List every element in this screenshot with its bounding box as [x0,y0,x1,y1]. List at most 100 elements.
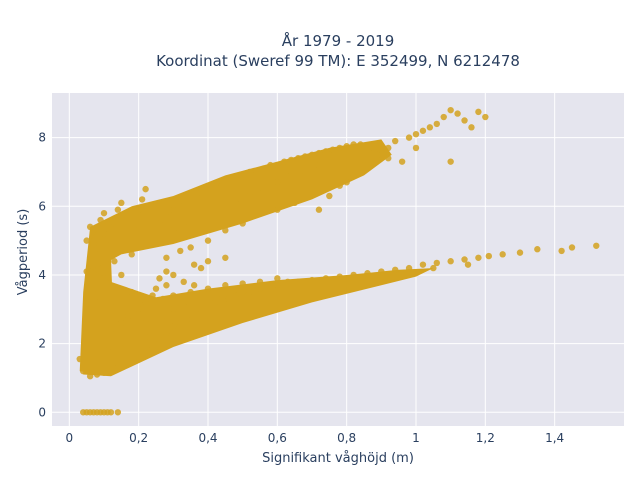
data-point [433,120,440,128]
data-point [301,153,309,160]
data-point [163,268,170,275]
data-point [197,189,205,196]
data-point [558,247,565,255]
data-point [461,117,468,124]
data-point [142,319,149,327]
data-point [111,220,118,227]
data-point [378,151,385,158]
x-axis-ticks: 0 0,2 0,4 0,6 0,8 1 1,2 1,4 [66,431,565,445]
data-point [86,306,94,313]
data-point [128,306,135,313]
data-point [100,230,108,237]
data-point [301,168,309,176]
data-point [135,354,142,361]
data-point [107,326,115,334]
data-point [475,254,482,261]
data-point [281,158,288,165]
data-point [187,288,194,296]
data-point [291,199,298,207]
data-point [100,275,108,282]
data-point [405,134,413,141]
chart-title-line2: Koordinat (Sweref 99 TM): E 352499, N 62… [156,52,520,70]
data-point [246,168,253,176]
data-point [76,355,83,363]
data-point [197,264,205,272]
data-point [180,302,187,310]
x-axis-label: Signifikant våghöjd (m) [262,451,414,466]
data-point [239,172,246,179]
data-point [86,254,94,261]
data-point [392,137,399,145]
data-point [336,144,343,152]
data-point [107,409,115,416]
data-point [204,237,212,244]
data-point [475,108,482,116]
data-point [190,196,198,203]
data-point [430,264,437,272]
data-point [412,130,420,138]
data-point [170,323,177,330]
data-point [222,254,229,261]
data-point [322,148,330,155]
data-point [100,369,108,376]
data-point [118,271,125,279]
data-point [412,144,420,152]
data-point [211,299,219,306]
plot-background [52,93,624,426]
data-point [232,292,239,299]
data-point [132,227,139,234]
data-point [156,275,163,282]
data-point [118,319,125,327]
data-point [138,196,146,203]
data-point [336,182,343,189]
data-point [274,282,281,289]
data-point [114,409,122,416]
data-point [170,292,177,299]
data-point [440,113,447,121]
data-point [385,155,392,162]
data-point [433,259,440,267]
data-point [360,275,368,282]
data-point [343,143,350,150]
data-point [232,199,239,207]
data-point [190,309,198,316]
y-axis-ticks: 0 2 4 6 8 [38,131,46,420]
data-point [159,295,167,303]
data-point [197,306,205,313]
data-point [385,144,392,152]
data-point [204,258,212,265]
data-point [274,275,281,282]
data-point [274,206,281,213]
data-point [516,249,524,256]
data-point [86,223,94,231]
x-tick-label: 0 [66,431,74,445]
data-point [170,306,177,313]
data-point [104,347,111,354]
data-point [232,175,239,183]
data-point [239,280,246,287]
data-point [121,340,128,347]
data-point [315,149,323,157]
data-point [482,113,489,121]
data-point [204,302,212,310]
data-point [93,319,101,327]
data-point [211,182,219,189]
data-point [204,285,212,292]
data-point [343,179,350,186]
data-point [107,299,115,306]
data-point [152,319,160,327]
data-point [163,312,170,320]
data-point [177,247,184,255]
data-point [114,206,122,213]
data-point [326,192,333,200]
x-tick-label: 0,6 [268,431,287,445]
data-point [149,230,156,237]
data-point [447,158,454,165]
data-point [464,261,472,268]
data-point [284,278,291,286]
data-point [239,220,246,227]
data-point [225,295,232,303]
data-point [184,316,191,323]
data-point [568,244,576,251]
